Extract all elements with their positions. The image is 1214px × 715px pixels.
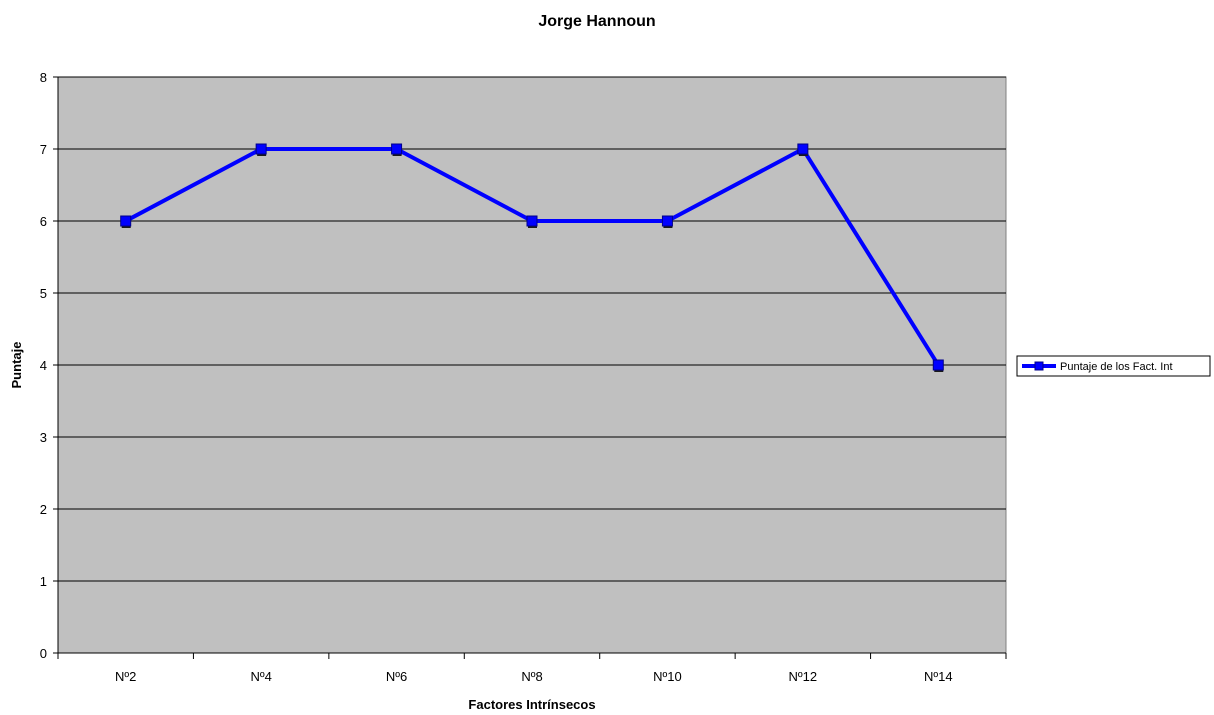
- legend-box: [1016, 355, 1211, 377]
- legend-series-label: Puntaje de los Fact. Int: [1060, 361, 1173, 373]
- y-tick-label: 6: [40, 214, 47, 229]
- y-axis-title: Puntaje: [9, 342, 24, 389]
- data-point: [797, 143, 809, 155]
- data-point: [120, 215, 132, 227]
- x-axis-title: Factores Intrínsecos: [468, 697, 595, 712]
- x-tick-label: Nº8: [521, 669, 542, 684]
- x-tick-label: Nº14: [924, 669, 953, 684]
- x-tick-label: Nº6: [386, 669, 407, 684]
- y-tick-label: 3: [40, 430, 47, 445]
- y-tick-label: 2: [40, 502, 47, 517]
- x-tick-label: Nº4: [250, 669, 271, 684]
- data-point: [932, 359, 944, 371]
- data-point: [526, 215, 538, 227]
- x-tick-label: Nº2: [115, 669, 136, 684]
- data-point: [255, 143, 267, 155]
- x-tick-label: Nº12: [789, 669, 818, 684]
- y-tick-label: 1: [40, 574, 47, 589]
- legend-series-marker: [1034, 361, 1044, 371]
- legend: Puntaje de los Fact. Int: [1016, 355, 1211, 377]
- x-tick-label: Nº10: [653, 669, 682, 684]
- y-axis-ticks: 0 1 2 3 4 5 6 7 8: [40, 70, 58, 661]
- x-axis-ticks: Nº2 Nº4 Nº6 Nº8 Nº10 Nº12 Nº14: [57, 653, 1007, 684]
- y-tick-label: 7: [40, 142, 47, 157]
- y-tick-label: 4: [40, 358, 47, 373]
- series-layer: [120, 143, 944, 372]
- chart-title: Jorge Hannoun: [538, 13, 655, 30]
- data-point: [391, 143, 403, 155]
- y-tick-label: 5: [40, 286, 47, 301]
- y-tick-label: 8: [40, 70, 47, 85]
- data-point: [661, 215, 673, 227]
- y-tick-label: 0: [40, 646, 47, 661]
